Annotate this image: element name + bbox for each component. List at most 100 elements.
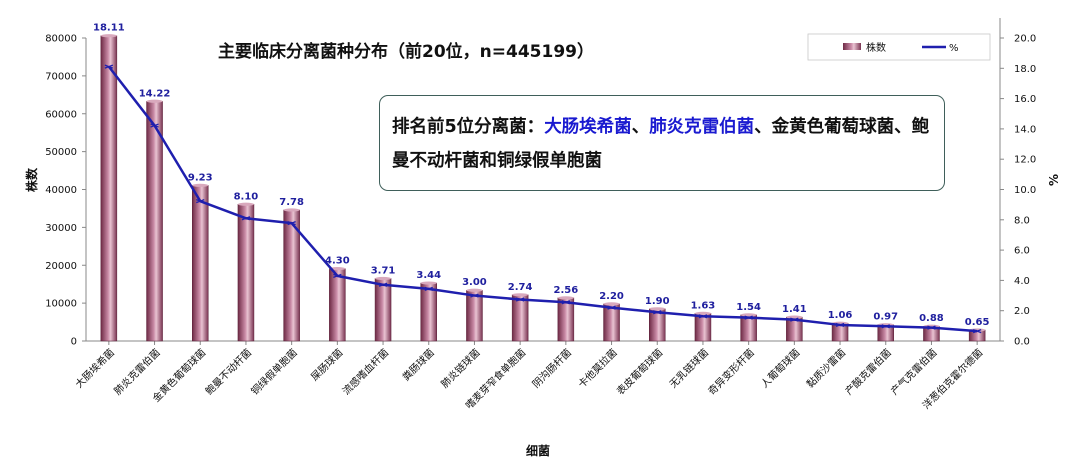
y2-tick-label: 18.0 <box>1014 64 1036 75</box>
percent-point <box>150 123 159 128</box>
percent-data-label: 0.88 <box>919 313 944 324</box>
bar <box>374 278 392 342</box>
legend: 株数 % <box>807 33 991 61</box>
y2-tick-label: 10.0 <box>1014 185 1036 196</box>
percent-data-label: 18.11 <box>93 23 125 34</box>
y-tick-label: 0 <box>71 337 77 348</box>
category-label: 阴沟肠杆菌 <box>529 346 574 391</box>
percent-point <box>515 297 525 302</box>
y2-tick-label: 8.0 <box>1014 215 1030 226</box>
percent-point <box>881 324 890 329</box>
percent-data-label: 1.41 <box>782 304 807 315</box>
percent-point <box>698 314 708 319</box>
bar <box>329 268 346 342</box>
percent-point <box>333 273 342 278</box>
category-label: 铜绿假单胞菌 <box>248 346 300 398</box>
y2-tick-label: 14.0 <box>1014 124 1036 135</box>
category-label: 表皮葡萄球菌 <box>614 346 666 398</box>
category-label: 无乳链球菌 <box>667 346 712 391</box>
y-tick-label: 70000 <box>45 71 77 82</box>
bar <box>420 282 437 342</box>
bar <box>557 297 575 342</box>
legend-box <box>807 33 991 61</box>
percent-point <box>470 293 479 298</box>
percent-data-label: 0.97 <box>873 312 898 323</box>
percent-point <box>972 329 982 334</box>
category-label: 鲍曼不动杆菌 <box>202 346 254 398</box>
legend-bar-label: 株数 <box>866 41 886 54</box>
note-highlight-1: 大肠埃希菌 <box>544 117 632 137</box>
percent-data-label: 7.78 <box>279 197 304 208</box>
percent-point <box>561 300 571 305</box>
bar-top <box>649 307 666 311</box>
y-tick-label: 60000 <box>45 109 77 120</box>
percent-data-label: 0.65 <box>965 317 990 328</box>
percent-data-label: 14.22 <box>139 88 171 99</box>
bar <box>466 289 483 342</box>
y2-tick-label: 16.0 <box>1014 94 1036 105</box>
y2-tick-label: 4.0 <box>1014 276 1030 287</box>
percent-data-label: 3.00 <box>462 277 487 288</box>
y-axis-title: 株数 <box>24 167 39 192</box>
note-highlight-2: 肺炎克雷伯菌 <box>649 117 755 137</box>
percent-data-label: 1.90 <box>645 296 670 307</box>
category-label: 流感嗜血杆菌 <box>340 346 392 398</box>
category-label: 奇异变形杆菌 <box>705 346 757 398</box>
category-label: 粪肠球菌 <box>399 346 436 383</box>
bar <box>192 185 209 342</box>
bar-top <box>694 311 711 315</box>
percent-data-label: 8.10 <box>234 191 259 202</box>
percent-point <box>424 286 433 291</box>
percent-point <box>653 310 662 315</box>
percent-data-label: 1.54 <box>736 302 761 313</box>
y2-tick-label: 6.0 <box>1014 246 1030 257</box>
percent-point <box>241 216 251 221</box>
bar <box>511 294 529 342</box>
category-label: 产气克雷伯菌 <box>888 346 940 398</box>
bar-top <box>603 302 620 306</box>
percent-data-label: 1.63 <box>691 300 716 311</box>
category-label: 卡他莫拉菌 <box>575 346 620 391</box>
percent-point <box>287 221 296 226</box>
percent-point <box>607 305 616 310</box>
y-tick-label: 20000 <box>45 261 77 272</box>
percent-data-label: 3.44 <box>416 270 441 281</box>
note-box: 排名前5位分离菌：大肠埃希菌、肺炎克雷伯菌、金黄色葡萄球菌、鲍曼不动杆菌和铜绿假… <box>379 95 945 191</box>
percent-data-label: 3.71 <box>371 266 396 277</box>
bar <box>237 204 255 342</box>
category-label: 大肠埃希菌 <box>72 346 117 391</box>
bar-top <box>283 208 300 212</box>
y2-axis-title: % <box>1047 174 1061 186</box>
bar-top <box>512 293 529 297</box>
percent-point <box>744 315 753 320</box>
percent-point <box>378 282 388 287</box>
percent-data-label: 2.74 <box>508 282 533 293</box>
bar-top <box>466 288 483 292</box>
percent-point <box>196 199 205 204</box>
category-label: 人葡萄球菌 <box>758 346 803 391</box>
note-separator: 、 <box>631 117 650 137</box>
bar <box>100 35 118 342</box>
x-axis-title: 细菌 <box>526 443 550 458</box>
y-tick-label: 40000 <box>45 185 77 196</box>
percent-line <box>104 64 982 334</box>
category-label: 产酸克雷伯菌 <box>842 346 894 398</box>
y-tick-label: 10000 <box>45 299 77 310</box>
percent-data-label: 2.56 <box>554 285 579 296</box>
percent-data-label: 9.23 <box>188 172 213 183</box>
y2-tick-label: 20.0 <box>1014 34 1036 45</box>
y2-tick-label: 2.0 <box>1014 306 1030 317</box>
percent-point <box>835 322 845 328</box>
percent-point <box>790 317 799 322</box>
percent-point <box>927 325 936 330</box>
percent-line-path <box>107 65 978 333</box>
legend-line-label: % <box>949 43 959 54</box>
percent-data-label: 2.20 <box>599 291 624 302</box>
bar-top <box>192 183 209 187</box>
note-rest: 、金黄色葡萄球菌、鲍曼不动杆菌和铜绿假单胞菌 <box>392 117 930 171</box>
category-label: 肺炎克雷伯菌 <box>111 346 163 398</box>
percent-point <box>104 64 114 69</box>
y-tick-label: 50000 <box>45 147 77 158</box>
